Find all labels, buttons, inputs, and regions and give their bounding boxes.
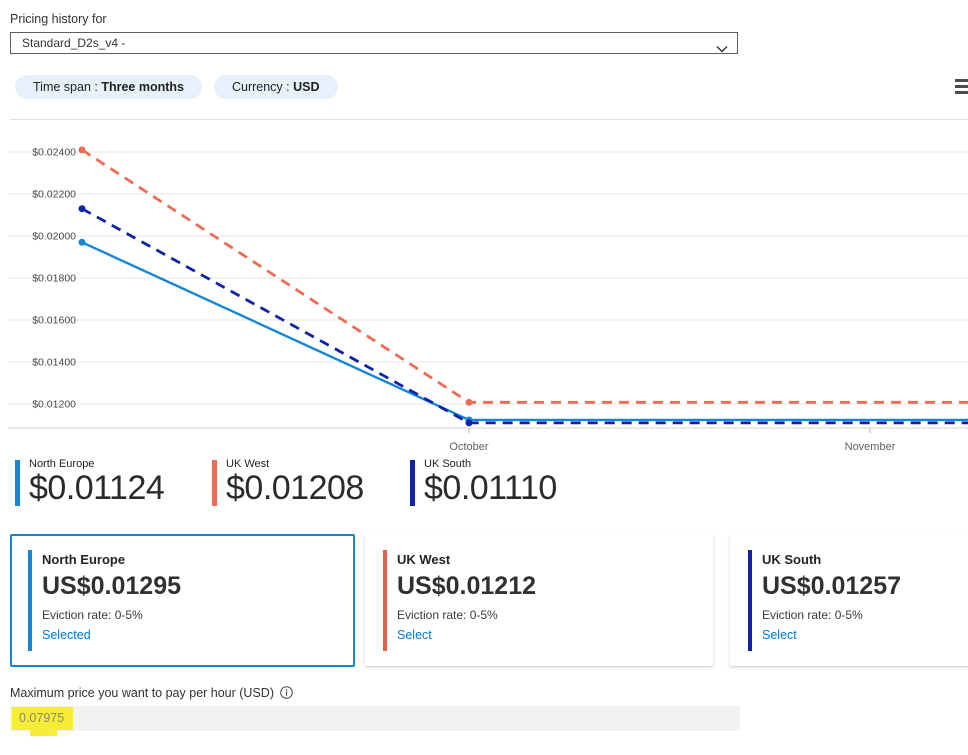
time-span-label: Time span : xyxy=(33,80,102,94)
time-span-pill[interactable]: Time span : Three months xyxy=(15,75,202,99)
card-region-name: North Europe xyxy=(42,552,126,567)
svg-text:$0.02400: $0.02400 xyxy=(32,147,76,159)
card-eviction-rate: Eviction rate: 0-5% xyxy=(397,608,498,622)
hamburger-menu-icon[interactable] xyxy=(955,79,968,97)
section-divider xyxy=(10,119,968,120)
region-card-north-europe[interactable]: North Europe US$0.01295 Eviction rate: 0… xyxy=(10,534,355,667)
page-title: Pricing history for xyxy=(10,12,107,26)
max-price-input[interactable]: 0.07975 xyxy=(10,706,740,731)
legend-region-label: UK South xyxy=(424,458,472,470)
legend-item-uk-west: UK West $0.01208 xyxy=(212,458,364,506)
legend-price-value: $0.01124 xyxy=(29,469,165,507)
card-region-name: UK South xyxy=(762,552,822,567)
filter-pills: Time span : Three months Currency : USD xyxy=(15,75,338,99)
card-select-link[interactable]: Select xyxy=(762,628,797,642)
svg-text:$0.01600: $0.01600 xyxy=(32,315,76,327)
pricing-history-chart: $0.02400 $0.02200 $0.02000 $0.01800 $0.01600… xyxy=(8,146,968,453)
currency-pill[interactable]: Currency : USD xyxy=(213,75,338,99)
svg-text:November: November xyxy=(845,441,896,453)
time-span-value: Three months xyxy=(101,80,184,94)
card-eviction-rate: Eviction rate: 0-5% xyxy=(42,608,143,622)
max-price-value-highlighted: 0.07975 xyxy=(12,707,74,730)
svg-text:$0.01200: $0.01200 xyxy=(32,399,76,411)
svg-text:October: October xyxy=(449,441,488,453)
card-accent-bar xyxy=(383,550,387,651)
card-price: US$0.01257 xyxy=(762,572,902,600)
chevron-down-icon xyxy=(716,40,728,58)
currency-label: Currency : xyxy=(231,80,294,94)
svg-text:$0.01400: $0.01400 xyxy=(32,357,76,369)
legend-color-bar xyxy=(410,460,415,506)
legend-item-north-europe: North Europe $0.01124 xyxy=(15,458,165,507)
legend-price-value: $0.01208 xyxy=(226,469,364,507)
region-card-uk-south[interactable]: UK South US$0.01257 Eviction rate: 0-5% … xyxy=(730,535,968,666)
card-price: US$0.01295 xyxy=(42,572,182,600)
chart-hover-legend: North Europe $0.01124 UK West $0.01208 U… xyxy=(0,458,968,510)
info-icon[interactable] xyxy=(280,686,293,702)
region-card-uk-west[interactable]: UK West US$0.01212 Eviction rate: 0-5% S… xyxy=(365,535,713,666)
card-accent-bar xyxy=(28,550,32,651)
card-region-name: UK West xyxy=(397,552,451,567)
svg-text:$0.02200: $0.02200 xyxy=(32,189,76,201)
legend-item-uk-south: UK South $0.01110 xyxy=(410,458,557,506)
card-accent-bar xyxy=(748,550,752,651)
vm-size-dropdown-value: Standard_D2s_v4 - xyxy=(22,36,126,50)
legend-price-value: $0.01110 xyxy=(424,469,557,507)
card-select-link[interactable]: Select xyxy=(397,628,432,642)
highlight-annotation xyxy=(29,728,58,737)
card-eviction-rate: Eviction rate: 0-5% xyxy=(762,608,863,622)
currency-value: USD xyxy=(293,80,320,94)
card-price: US$0.01212 xyxy=(397,572,537,600)
legend-color-bar xyxy=(212,460,217,506)
max-price-label: Maximum price you want to pay per hour (… xyxy=(10,686,293,702)
legend-region-label: North Europe xyxy=(29,458,95,470)
svg-text:$0.01800: $0.01800 xyxy=(32,273,76,285)
svg-text:$0.02000: $0.02000 xyxy=(32,231,76,243)
card-selected-link[interactable]: Selected xyxy=(42,628,91,642)
legend-region-label: UK West xyxy=(226,458,270,470)
vm-size-dropdown[interactable]: Standard_D2s_v4 - xyxy=(10,32,738,54)
legend-color-bar xyxy=(15,460,20,506)
